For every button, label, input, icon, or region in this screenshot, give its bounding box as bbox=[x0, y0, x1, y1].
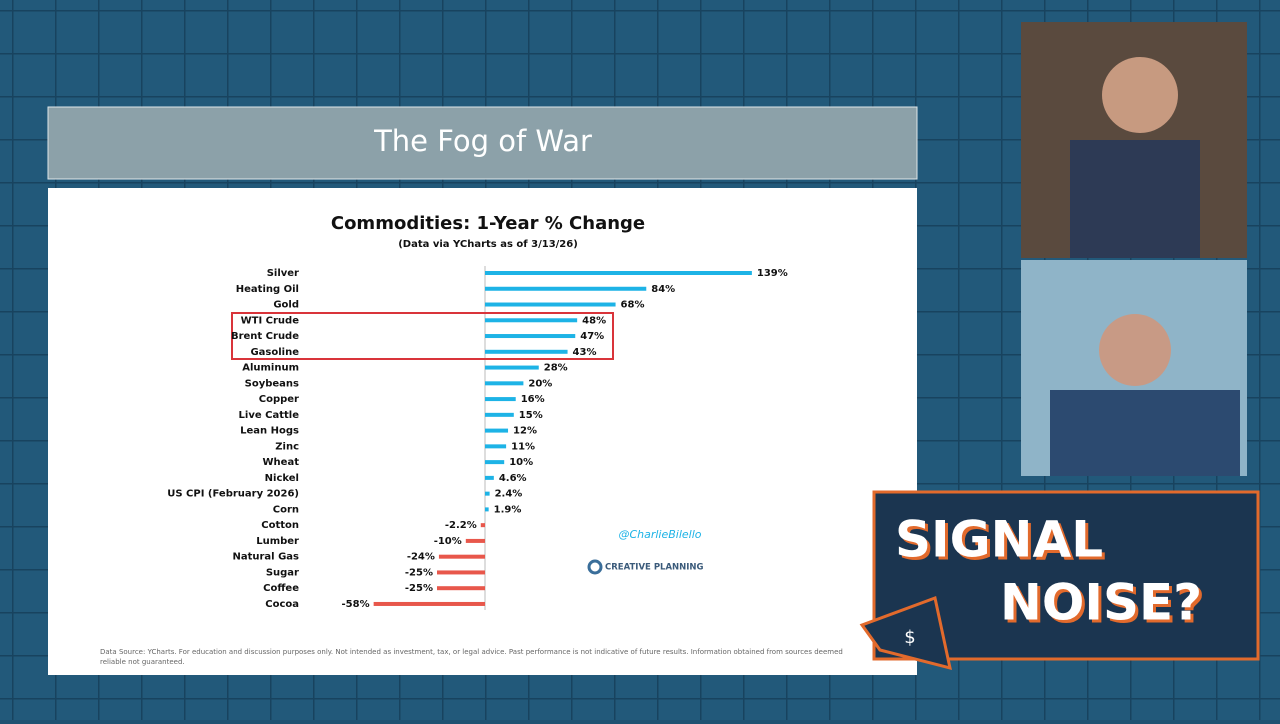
webcam-guest-figure bbox=[1050, 390, 1240, 476]
value-label: 48% bbox=[582, 315, 606, 326]
value-label: 68% bbox=[621, 300, 645, 311]
bar bbox=[485, 475, 494, 480]
category-label: Lean Hogs bbox=[240, 426, 299, 437]
value-label: 139% bbox=[757, 268, 788, 279]
bar bbox=[485, 444, 507, 449]
value-label: 43% bbox=[573, 347, 597, 358]
megaphone bbox=[859, 595, 952, 671]
bar bbox=[485, 365, 539, 370]
chart-panel bbox=[48, 188, 917, 675]
bar bbox=[485, 318, 578, 323]
category-label: Gasoline bbox=[250, 347, 299, 358]
category-label: Heating Oil bbox=[236, 284, 299, 295]
bar bbox=[485, 349, 568, 354]
value-label: 11% bbox=[511, 441, 535, 452]
bar bbox=[480, 523, 485, 528]
highlight-box bbox=[231, 312, 614, 360]
chart-subtitle: (Data via YCharts as of 3/13/26) bbox=[398, 239, 578, 250]
footnote: Data Source: YCharts. For education and … bbox=[100, 648, 843, 666]
value-label: -24% bbox=[407, 552, 435, 563]
category-label: Silver bbox=[267, 268, 299, 279]
bar bbox=[485, 286, 647, 291]
value-label: -58% bbox=[342, 599, 370, 610]
category-label: Gold bbox=[273, 300, 299, 311]
category-label: Soybeans bbox=[245, 378, 299, 389]
bar bbox=[437, 586, 485, 591]
show-line1: SIGNAL bbox=[895, 511, 1103, 569]
category-label: Corn bbox=[273, 504, 299, 515]
value-label: -25% bbox=[405, 567, 433, 578]
category-label: Lumber bbox=[256, 536, 299, 547]
category-label: Sugar bbox=[266, 567, 299, 578]
brand-logo bbox=[587, 559, 603, 575]
value-label: 16% bbox=[521, 394, 545, 405]
bar bbox=[437, 570, 485, 575]
bar bbox=[485, 412, 514, 417]
value-label: -10% bbox=[434, 536, 462, 547]
bar bbox=[485, 428, 509, 433]
category-label: Zinc bbox=[275, 441, 299, 452]
category-label: Brent Crude bbox=[231, 331, 299, 342]
show-line2-shadow: NOISE? bbox=[1003, 577, 1205, 635]
handle: @CharlieBilello bbox=[618, 528, 701, 541]
bar bbox=[485, 460, 505, 465]
bar bbox=[485, 334, 576, 339]
value-label: 84% bbox=[651, 284, 675, 295]
bar bbox=[485, 381, 524, 386]
category-label: Cocoa bbox=[265, 599, 299, 610]
category-label: Coffee bbox=[263, 583, 299, 594]
brand: CREATIVE PLANNING bbox=[605, 563, 704, 573]
show-line2: NOISE? bbox=[1000, 574, 1202, 632]
category-label: Cotton bbox=[261, 520, 299, 531]
category-label: Natural Gas bbox=[232, 552, 299, 563]
header-title: The Fog of War bbox=[373, 124, 592, 158]
value-label: 2.4% bbox=[495, 489, 523, 500]
bar bbox=[438, 554, 485, 559]
value-label: 20% bbox=[528, 378, 552, 389]
category-label: Aluminum bbox=[242, 363, 299, 374]
bar bbox=[485, 397, 516, 402]
value-label: 4.6% bbox=[499, 473, 527, 484]
value-label: -2.2% bbox=[445, 520, 477, 531]
value-label: -25% bbox=[405, 583, 433, 594]
value-label: 10% bbox=[509, 457, 533, 468]
category-label: Wheat bbox=[263, 457, 300, 468]
category-label: Live Cattle bbox=[239, 410, 300, 421]
footnote-box: Data Source: YCharts. For education and … bbox=[100, 648, 843, 666]
show-line1-shadow: SIGNAL bbox=[898, 514, 1106, 572]
value-label: 15% bbox=[519, 410, 543, 421]
value-label: 1.9% bbox=[494, 504, 522, 515]
header-box bbox=[47, 106, 918, 180]
category-label: Copper bbox=[259, 394, 299, 405]
webcam-host-face bbox=[1102, 57, 1178, 133]
value-label: 47% bbox=[580, 331, 604, 342]
value-label: 12% bbox=[513, 426, 537, 437]
bar bbox=[485, 271, 752, 275]
bar bbox=[485, 507, 489, 512]
value-label: 28% bbox=[544, 363, 568, 374]
bar bbox=[485, 302, 616, 307]
category-label: US CPI (February 2026) bbox=[167, 489, 299, 500]
category-label: Nickel bbox=[265, 473, 299, 484]
webcam-host-figure bbox=[1070, 140, 1200, 258]
bar bbox=[465, 538, 485, 543]
megaphone-icon: $ bbox=[904, 627, 915, 648]
category-label: WTI Crude bbox=[241, 315, 300, 326]
bar bbox=[485, 491, 490, 496]
webcam-guest-face bbox=[1099, 314, 1171, 386]
bar bbox=[373, 601, 485, 606]
chart-title: Commodities: 1-Year % Change bbox=[331, 213, 645, 234]
